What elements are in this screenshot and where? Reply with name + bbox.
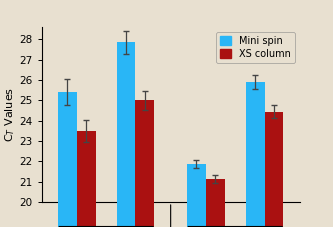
Bar [264, 112, 283, 227]
Bar [187, 164, 206, 227]
Bar [58, 92, 77, 227]
Legend: Mini spin, XS column: Mini spin, XS column [216, 32, 295, 63]
Bar [206, 179, 225, 227]
Bar [117, 42, 136, 227]
Bar [246, 82, 264, 227]
Bar [136, 100, 154, 227]
Y-axis label: C$_T$ Values: C$_T$ Values [3, 87, 17, 142]
Bar [77, 131, 96, 227]
